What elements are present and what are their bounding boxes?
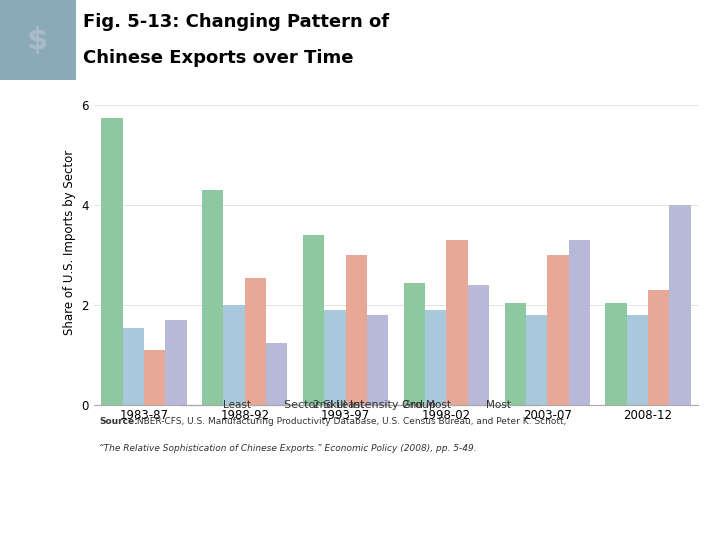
Bar	[468, 285, 489, 405]
Bar	[569, 240, 590, 405]
Bar	[526, 315, 547, 405]
Text: NBER-CFS, U.S. Manufacturing Productivity Database, U.S. Census Bureau, and Pete: NBER-CFS, U.S. Manufacturing Productivit…	[134, 417, 566, 426]
Bar	[648, 290, 670, 405]
Bar	[245, 278, 266, 405]
Bar	[505, 302, 526, 405]
Text: Most: Most	[486, 400, 511, 410]
Text: Copyright ©2015 Pearson Education, Inc. All rights reserved.: Copyright ©2015 Pearson Education, Inc. …	[14, 517, 333, 528]
Text: Fig. 5-13: Changing Pattern of: Fig. 5-13: Changing Pattern of	[83, 14, 389, 31]
Bar	[202, 190, 223, 405]
Text: 2nd Most: 2nd Most	[403, 400, 451, 410]
Bar	[223, 305, 245, 405]
Bar	[425, 310, 446, 405]
Bar	[367, 315, 388, 405]
Text: Chinese Exports over Time: Chinese Exports over Time	[83, 49, 354, 66]
Bar	[670, 205, 690, 405]
Bar	[547, 255, 569, 405]
Bar	[166, 320, 186, 405]
Bar	[606, 302, 626, 405]
Text: Source:: Source:	[99, 417, 138, 426]
Bar	[303, 235, 324, 405]
Text: 2nd Least: 2nd Least	[313, 400, 364, 410]
Text: $: $	[27, 25, 48, 55]
Text: 5-64: 5-64	[682, 517, 706, 528]
Text: Least: Least	[223, 400, 251, 410]
Bar	[404, 282, 425, 405]
Bar	[122, 327, 144, 405]
Bar	[0, 0, 76, 80]
Bar	[626, 315, 648, 405]
Y-axis label: Share of U.S. Imports by Sector: Share of U.S. Imports by Sector	[63, 150, 76, 335]
Bar	[266, 342, 287, 405]
Text: Sector Skill Intensity Group: Sector Skill Intensity Group	[284, 400, 436, 410]
Bar	[446, 240, 468, 405]
Bar	[144, 350, 166, 405]
Text: “The Relative Sophistication of Chinese Exports.” Economic Policy (2008), pp. 5-: “The Relative Sophistication of Chinese …	[99, 444, 477, 453]
Bar	[324, 310, 346, 405]
Bar	[102, 118, 122, 405]
Bar	[346, 255, 367, 405]
